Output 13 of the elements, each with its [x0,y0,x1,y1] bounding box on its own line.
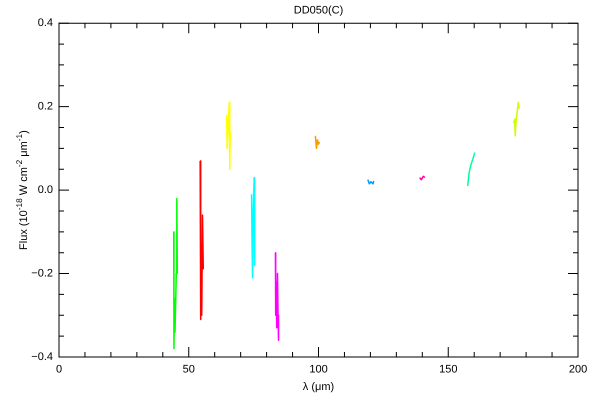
y-tick-label: −0.2 [31,268,53,280]
y-tick-label: 0.4 [38,17,53,30]
x-axis-title: λ (μm) [302,381,334,394]
x-tick-label: 100 [309,364,328,376]
y-tick-label: 0.0 [38,184,53,196]
x-tick-label: 50 [182,364,195,376]
y-tick-label: −0.4 [31,351,53,364]
x-tick-label: 200 [568,364,588,376]
chart-title: DD050(C) [294,4,344,17]
y-tick-label: 0.2 [38,100,53,113]
x-tick-label: 150 [439,364,458,376]
y-axis-title: Flux (10-18 W cm-2 μm-1) [14,130,30,250]
x-tick-label: 0 [56,364,62,376]
